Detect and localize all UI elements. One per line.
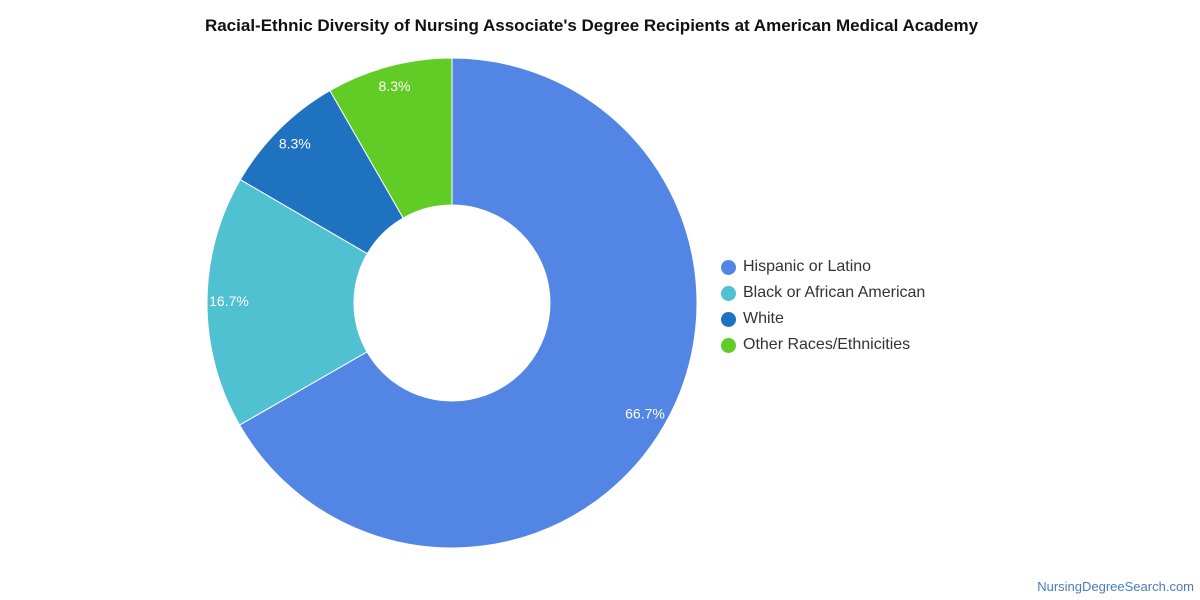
source-watermark[interactable]: NursingDegreeSearch.com	[1037, 579, 1194, 594]
pie-slice-hispanic-or-latino[interactable]	[238, 57, 698, 549]
legend-swatch-white	[721, 311, 736, 327]
legend-label: Other Races/Ethnicities	[743, 336, 911, 353]
legend-swatch-black-or-african-american	[721, 285, 736, 301]
pie-slice-other-races-ethnicities[interactable]	[329, 57, 453, 219]
legend-swatch-other-races-ethnicities	[721, 337, 736, 353]
chart-title: Racial-Ethnic Diversity of Nursing Assoc…	[204, 16, 979, 35]
legend-swatch-hispanic-or-latino	[721, 259, 736, 275]
slice-data-label: 8.3%	[279, 136, 311, 152]
legend-item-hispanic-or-latino[interactable]: Hispanic or Latino	[721, 254, 925, 280]
legend-item-white[interactable]: White	[721, 306, 925, 332]
legend: Hispanic or Latino Black or African Amer…	[721, 254, 925, 358]
legend-label: Hispanic or Latino	[743, 258, 872, 275]
legend-label: Black or African American	[743, 284, 926, 301]
legend-item-other-races-ethnicities[interactable]: Other Races/Ethnicities	[721, 332, 925, 358]
slice-data-label: 16.7%	[209, 293, 249, 309]
pie-slice-black-or-african-american[interactable]	[206, 178, 369, 426]
legend-item-black-or-african-american[interactable]: Black or African American	[721, 280, 925, 306]
legend-label: White	[743, 310, 784, 327]
slice-data-label: 66.7%	[625, 405, 665, 421]
slice-data-label: 8.3%	[379, 78, 411, 94]
